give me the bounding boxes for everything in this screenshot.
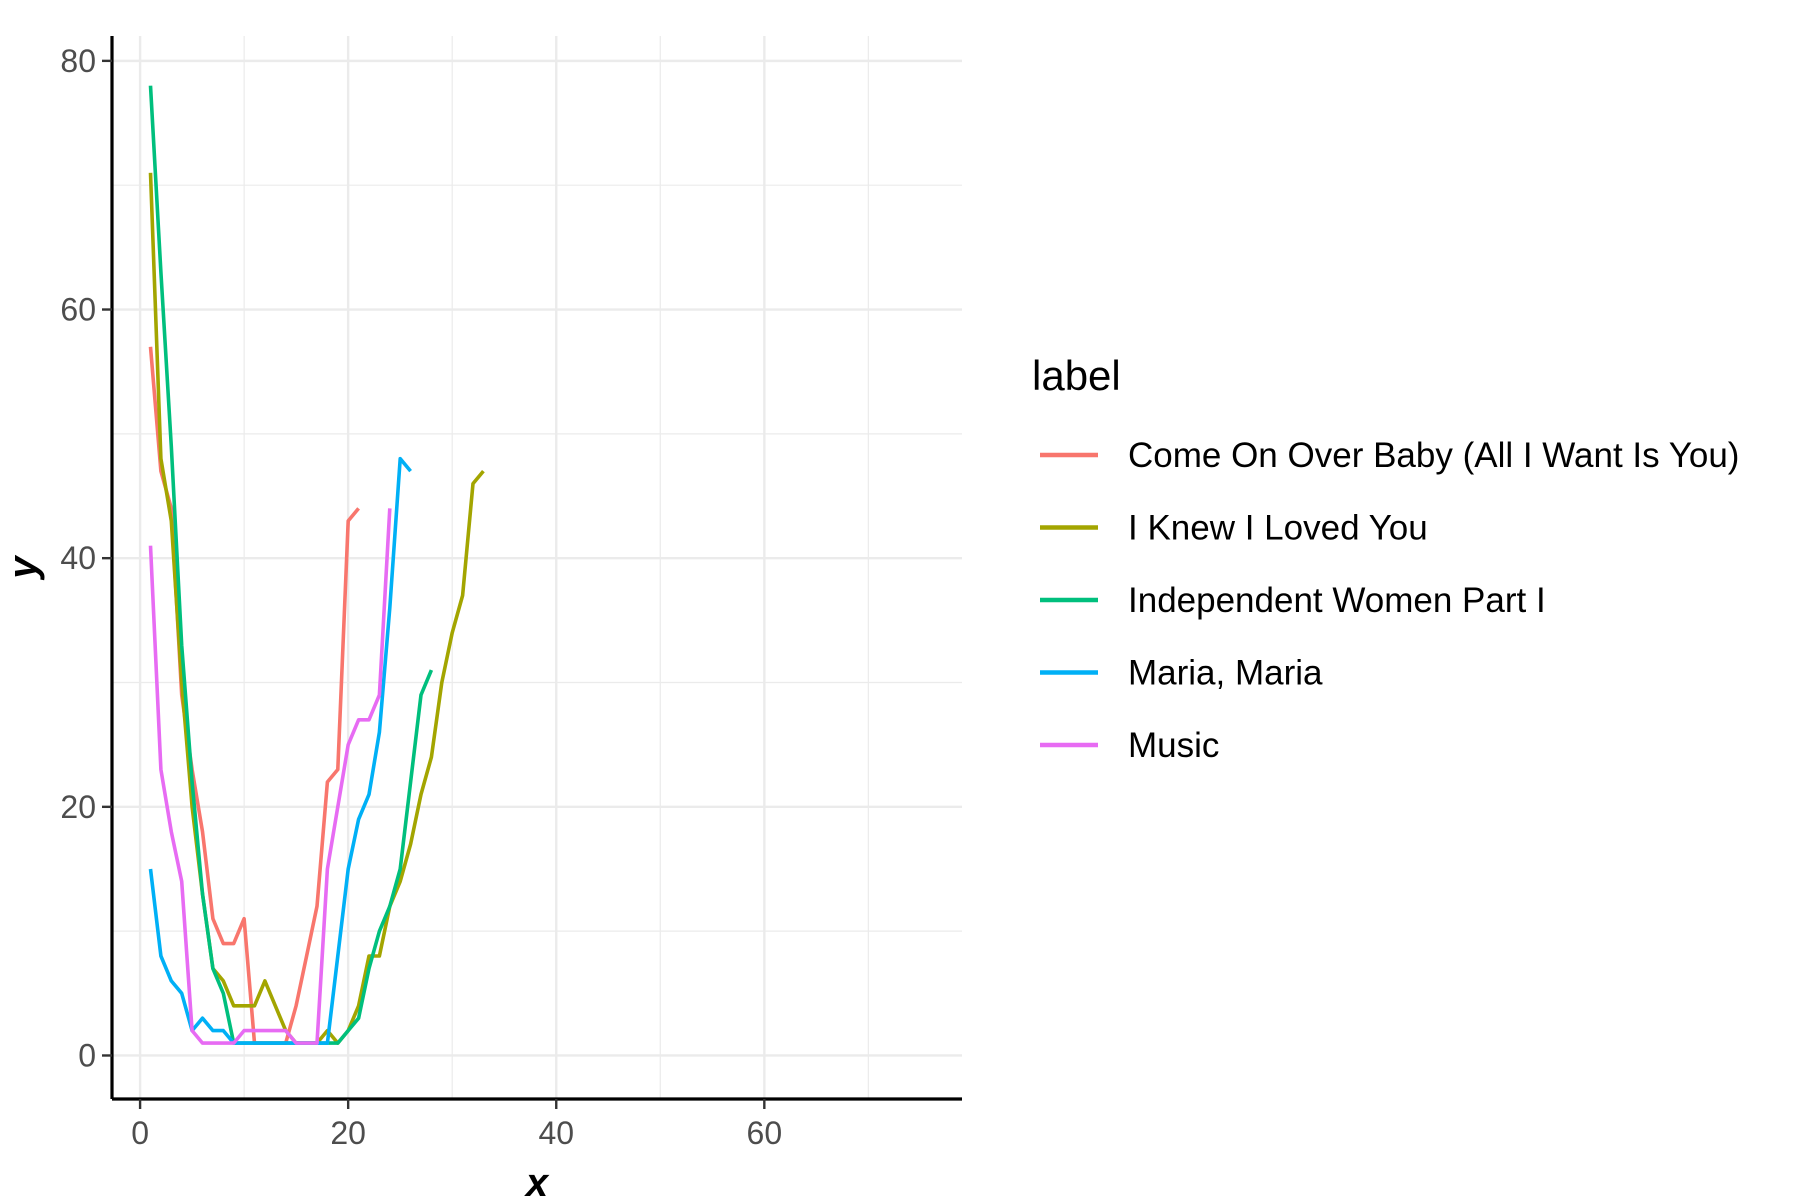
legend-label-2: I Knew I Loved You — [1128, 509, 1428, 548]
y-tick-label: 80 — [60, 43, 96, 79]
x-tick-label: 0 — [131, 1115, 149, 1151]
x-tick-label: 20 — [330, 1115, 366, 1151]
legend-label-5: Music — [1128, 726, 1219, 765]
y-tick-label: 60 — [60, 292, 96, 328]
x-axis-title: x — [524, 1161, 550, 1200]
legend-title: label — [1032, 352, 1121, 399]
y-axis-title: y — [1, 555, 45, 581]
y-tick-label: 40 — [60, 540, 96, 576]
axes: 0 20 40 60 0 20 40 60 80 — [60, 36, 962, 1151]
legend: label Come On Over Baby (All I Want Is Y… — [1032, 352, 1739, 765]
legend-label-3: Independent Women Part I — [1128, 581, 1546, 620]
legend-label-1: Come On Over Baby (All I Want Is You) — [1128, 436, 1739, 475]
series-line-5 — [148, 508, 392, 1045]
series-line-4 — [148, 456, 412, 1045]
y-tick-label: 0 — [78, 1037, 96, 1073]
y-tick-label: 20 — [60, 789, 96, 825]
series-line-3 — [148, 85, 434, 1045]
legend-label-4: Maria, Maria — [1128, 654, 1323, 693]
series-lines — [148, 85, 485, 1045]
grid — [112, 36, 962, 1099]
x-tick-label: 40 — [538, 1115, 574, 1151]
x-tick-label: 60 — [747, 1115, 783, 1151]
